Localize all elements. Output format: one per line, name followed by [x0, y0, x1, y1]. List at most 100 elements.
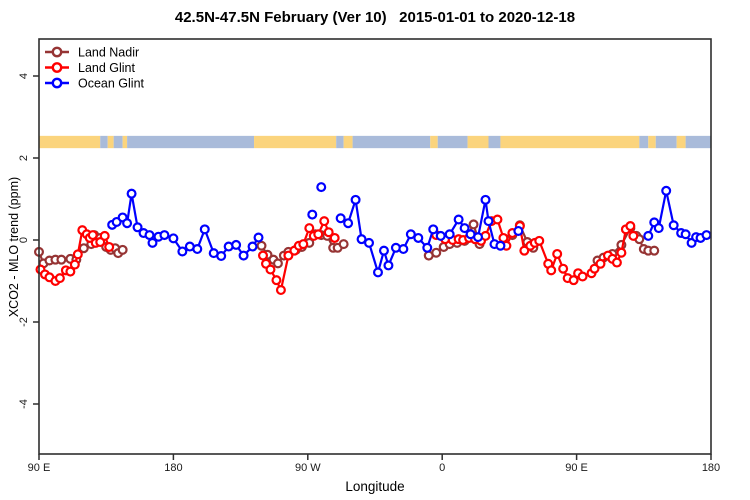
data-point: [444, 229, 455, 240]
data-point: [643, 230, 654, 241]
data-point: [177, 246, 188, 257]
data-point: [99, 230, 110, 241]
data-point: [398, 244, 409, 255]
data-point: [316, 182, 327, 193]
legend-marker: [51, 62, 63, 73]
map-strip-ocean-segment: [655, 135, 677, 149]
map-strip-land-segment: [107, 135, 114, 149]
map-strip-ocean-segment: [639, 135, 649, 149]
map-strip-ocean-segment: [127, 135, 255, 149]
data-point: [54, 273, 65, 284]
data-point: [122, 218, 133, 229]
x-axis-label: Longitude: [345, 479, 405, 494]
data-point: [473, 232, 484, 243]
data-point: [319, 216, 330, 227]
data-point: [159, 230, 170, 241]
data-point: [283, 250, 294, 261]
data-point: [435, 230, 446, 241]
data-point: [680, 229, 691, 240]
x-tick-label: 90 W: [295, 462, 321, 474]
data-point: [307, 209, 318, 220]
y-tick-label: -2: [18, 317, 30, 327]
data-point: [216, 250, 227, 261]
data-point: [595, 258, 606, 269]
data-point: [256, 240, 267, 251]
data-point: [144, 230, 155, 241]
data-point: [372, 267, 383, 278]
map-strip-land-segment: [467, 135, 489, 149]
data-point: [498, 232, 509, 243]
data-point: [668, 220, 679, 231]
data-point: [271, 275, 282, 286]
data-point: [701, 230, 712, 241]
data-point: [422, 242, 433, 253]
map-strip-land-segment: [39, 135, 101, 149]
data-point: [69, 259, 80, 270]
map-strip-land-segment: [500, 135, 640, 149]
data-point: [558, 263, 569, 274]
data-point: [552, 248, 563, 259]
map-strip-ocean-segment: [437, 135, 468, 149]
data-point: [468, 219, 479, 230]
data-point: [413, 232, 424, 243]
data-point: [231, 239, 242, 250]
y-tick-label: 0: [18, 237, 30, 243]
data-point: [364, 237, 375, 248]
x-axis: 90 E 180 90 W 0 90 E 180: [28, 454, 720, 474]
data-point: [65, 266, 76, 277]
data-point: [87, 230, 98, 241]
data-point: [56, 254, 67, 265]
data-point: [405, 229, 416, 240]
series-ocean-glint: [107, 182, 712, 278]
data-point: [453, 214, 464, 225]
data-point: [513, 225, 524, 236]
x-tick-label: 90 E: [565, 462, 588, 474]
data-point: [428, 224, 439, 235]
data-point: [132, 222, 143, 233]
map-strip-ocean-segment: [488, 135, 501, 149]
x-tick-label: 0: [439, 462, 445, 474]
legend-label: Land Nadir: [78, 46, 139, 60]
map-strip-land-segment: [676, 135, 686, 149]
map-strip-ocean-segment: [100, 135, 108, 149]
chart-title: 42.5N-47.5N February (Ver 10) 2015-01-01…: [174, 9, 576, 26]
data-point: [265, 264, 276, 275]
data-point: [492, 214, 503, 225]
y-tick-label: -4: [18, 399, 30, 409]
x-tick-label: 180: [164, 462, 182, 474]
data-point: [611, 257, 622, 268]
plot-border: [38, 38, 712, 455]
data-point: [356, 234, 367, 245]
data-point: [628, 230, 639, 241]
legend-marker: [51, 77, 63, 89]
data-point: [199, 224, 210, 235]
data-point: [304, 223, 315, 234]
data-point: [258, 250, 269, 261]
map-strip-land-segment: [430, 135, 438, 149]
y-axis: -4 -2 0 2 4: [18, 73, 39, 409]
data-point: [272, 258, 283, 269]
legend-marker: [51, 46, 63, 58]
map-strip-land-segment: [343, 135, 353, 149]
data-point: [350, 194, 361, 205]
data-point: [653, 223, 664, 234]
data-point: [534, 235, 545, 246]
map-strip-ocean-segment: [685, 135, 711, 149]
data-point: [253, 232, 264, 243]
data-point: [649, 245, 660, 256]
data-point: [126, 188, 137, 199]
data-point: [383, 260, 394, 271]
x-tick-label: 90 E: [28, 462, 51, 474]
map-strip-land-segment: [254, 135, 337, 149]
x-tick-label: 180: [702, 462, 720, 474]
data-point: [519, 245, 530, 256]
data-point: [104, 241, 115, 252]
data-point: [247, 241, 258, 252]
map-strip-ocean-segment: [113, 135, 123, 149]
data-point: [335, 213, 346, 224]
legend-label: Land Glint: [78, 61, 136, 75]
data-point: [72, 249, 83, 260]
data-point: [568, 275, 579, 286]
